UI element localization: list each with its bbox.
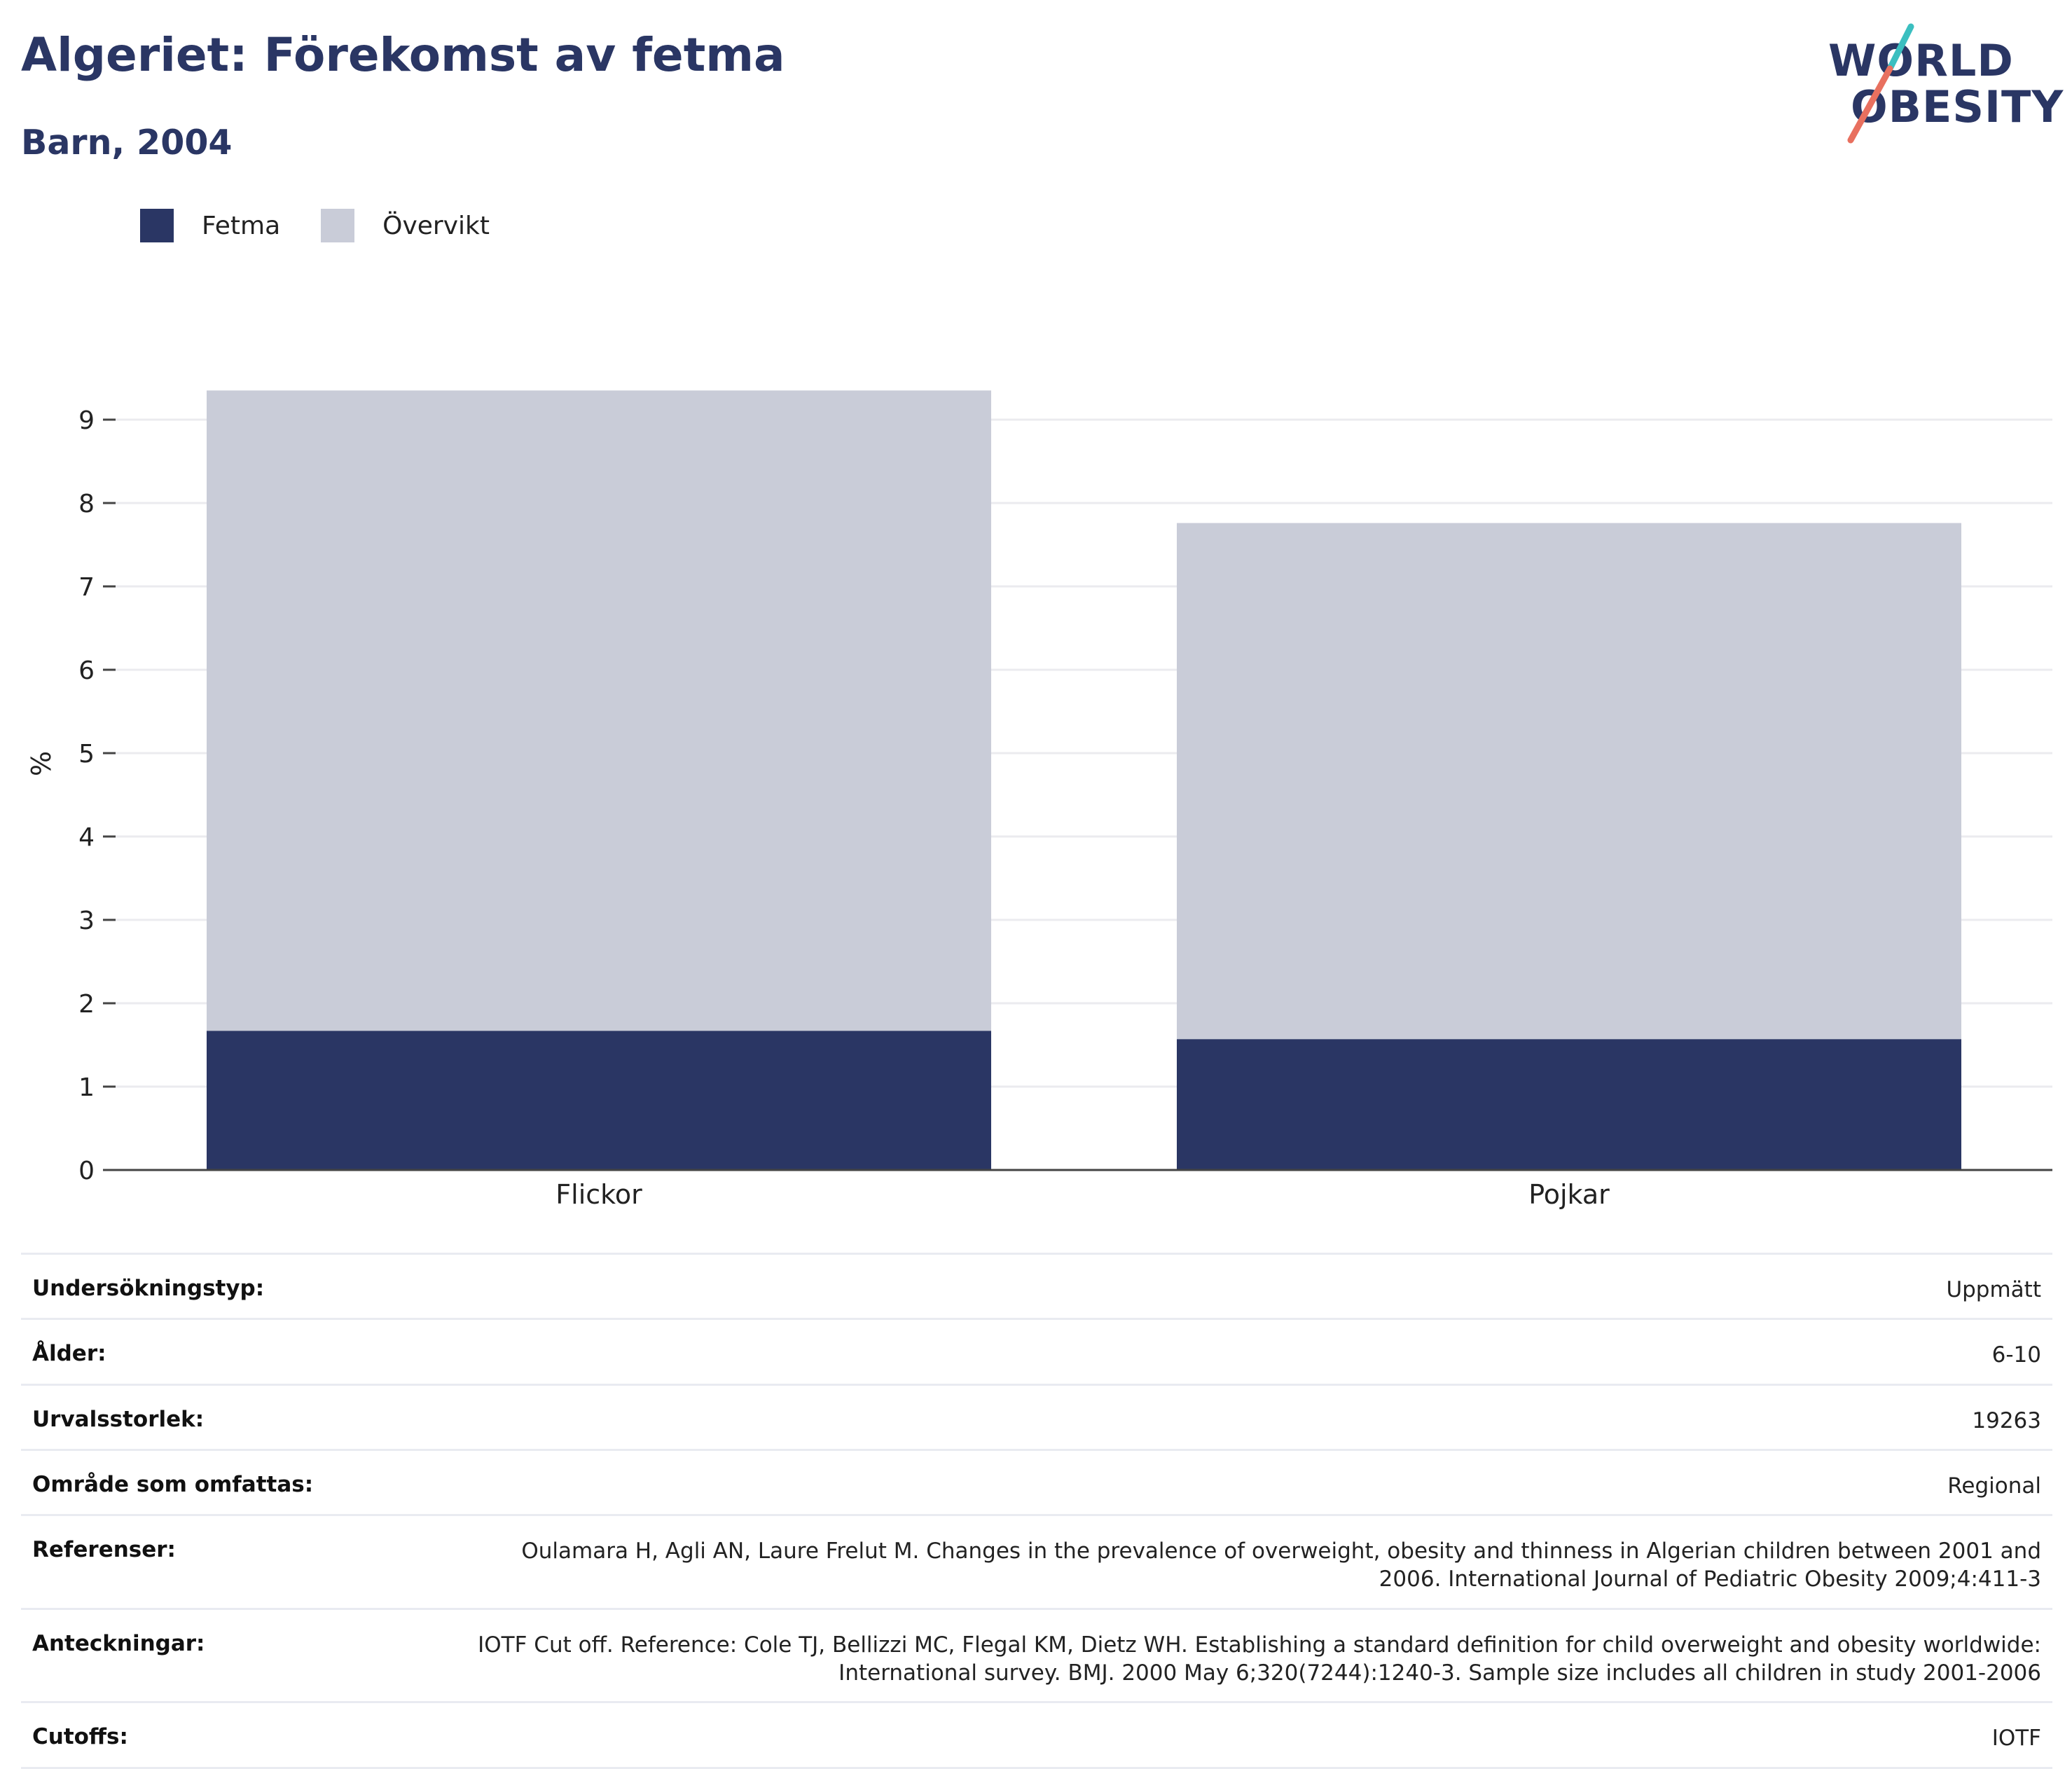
metadata-key: Område som omfattas: [32, 1471, 314, 1497]
metadata-row: Urvalsstorlek: 19263 [21, 1383, 2052, 1449]
metadata-row: Referenser: Oulamara H, Agli AN, Laure Fr… [21, 1514, 2052, 1608]
chart-legend: Fetma Övervikt [140, 209, 530, 242]
x-category-label: Flickor [555, 1179, 642, 1210]
y-tick-label: 3 [78, 907, 95, 935]
y-tick-label: 6 [78, 656, 95, 685]
y-tick-label: 9 [78, 406, 95, 435]
legend-item-overvikt[interactable]: Övervikt [321, 209, 490, 242]
y-tick-label: 8 [78, 490, 95, 518]
metadata-value: Regional [1947, 1473, 2041, 1499]
y-tick-label: 2 [78, 990, 95, 1019]
metadata-value: Oulamara H, Agli AN, Laure Frelut M. Cha… [521, 1539, 2041, 1592]
metadata-key: Anteckningar: [32, 1630, 205, 1656]
metadata-row: Anteckningar: IOTF Cut off. Reference: Co… [21, 1607, 2052, 1702]
y-axis-title: % [26, 751, 57, 776]
chart-subtitle: Barn, 2004 [21, 123, 233, 163]
metadata-key: Cutoffs: [32, 1724, 128, 1750]
metadata-key: Referenser: [32, 1537, 176, 1563]
logo-slash-icon [1847, 23, 1914, 144]
logo-line1: WORLD [1828, 35, 2014, 86]
metadata-key: Urvalsstorlek: [32, 1406, 205, 1432]
y-tick-label: 5 [78, 740, 95, 769]
y-tick-label: 1 [78, 1073, 95, 1102]
metadata-row: Område som omfattas: Regional [21, 1448, 2052, 1514]
bar-fetma-flickor[interactable] [207, 1031, 991, 1170]
y-tick-label: 7 [78, 573, 95, 602]
metadata-value: IOTF Cut off. Reference: Cole TJ, Belliz… [478, 1632, 2041, 1686]
metadata-row: Undersökningstyp: Uppmätt [21, 1253, 2052, 1318]
metadata-key: Undersökningstyp: [32, 1276, 265, 1301]
legend-item-fetma[interactable]: Fetma [140, 209, 280, 242]
metadata-row: Cutoffs: IOTF [21, 1701, 2052, 1769]
metadata-key: Ålder: [32, 1341, 106, 1367]
legend-swatch-fetma [140, 209, 174, 242]
bar-overvikt-flickor[interactable] [207, 390, 991, 1031]
metadata-value: IOTF [1991, 1726, 2041, 1751]
y-tick-label: 0 [78, 1157, 95, 1185]
metadata-value: 19263 [1972, 1407, 2041, 1433]
legend-swatch-overvikt [321, 209, 355, 242]
stacked-bar-chart: 0 1 2 3 4 5 6 7 8 9 Flickor Pojkar % [26, 390, 2052, 1210]
y-tick-label: 4 [78, 823, 95, 852]
x-category-label: Pojkar [1528, 1179, 1610, 1210]
metadata-row: Ålder: 6-10 [21, 1318, 2052, 1383]
x-axis-labels: Flickor Pojkar [555, 1179, 1610, 1210]
bar-overvikt-pojkar[interactable] [1177, 523, 1961, 1040]
logo-line2: OBESITY [1851, 81, 2064, 132]
legend-label-overvikt: Övervikt [382, 211, 490, 240]
chart-bars [207, 390, 1961, 1170]
metadata-table: Undersökningstyp: Uppmätt Ålder: 6-10 Urvals… [21, 1253, 2052, 1769]
metadata-value: 6-10 [1991, 1342, 2041, 1368]
chart-title: Algeriet: Förekomst av fetma [21, 28, 785, 82]
y-axis-ticks: 0 1 2 3 4 5 6 7 8 9 [78, 406, 116, 1185]
metadata-value: Uppmätt [1946, 1277, 2041, 1302]
world-obesity-logo: WORLD OBESITY [1828, 20, 2063, 146]
legend-label-fetma: Fetma [202, 211, 281, 240]
bar-fetma-pojkar[interactable] [1177, 1039, 1961, 1170]
